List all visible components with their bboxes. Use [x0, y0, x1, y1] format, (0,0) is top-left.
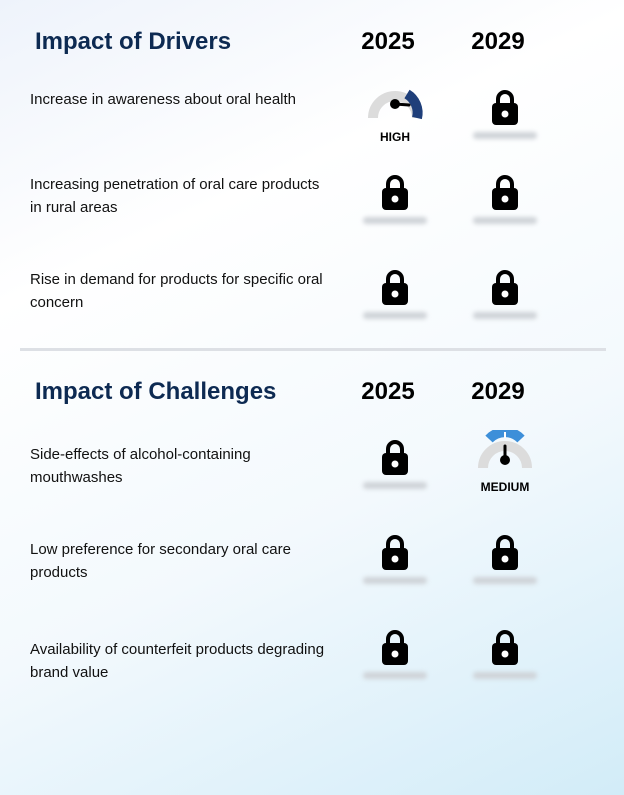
- challenge-2-2025-cell: [345, 533, 445, 603]
- blurred-value: [363, 672, 427, 679]
- gauge-level-label: HIGH: [380, 130, 410, 144]
- gauge-icon: [368, 89, 423, 120]
- blurred-value: [473, 217, 537, 224]
- blurred-value: [473, 132, 537, 139]
- gauge-icon: [478, 430, 532, 469]
- blurred-value: [363, 482, 427, 489]
- driver-3-2025-cell: [345, 268, 445, 338]
- driver-label-1: Increase in awareness about oral health: [30, 91, 297, 108]
- lock-icon: [492, 90, 518, 125]
- driver-label-2: Increasing penetration of oral care prod…: [30, 176, 320, 216]
- challenge-1-2025-cell: [345, 438, 445, 508]
- driver-2-2025-cell: [345, 173, 445, 243]
- lock-icon: [492, 535, 518, 570]
- lock-icon: [382, 440, 408, 475]
- challenge-label-1: Side-effects of alcohol-containing mouth…: [30, 446, 251, 486]
- blurred-value: [473, 312, 537, 319]
- driver-label-3: Rise in demand for products for specific…: [30, 271, 323, 311]
- challenge-2-2029-cell: [455, 533, 555, 603]
- lock-icon: [382, 175, 408, 210]
- blurred-value: [363, 312, 427, 319]
- driver-1-2029-cell: [455, 88, 555, 158]
- challenges-year-2025: 2025: [361, 378, 415, 405]
- challenges-heading: Impact of Challenges: [35, 378, 277, 405]
- lock-icon: [382, 630, 408, 665]
- challenge-label-2: Low preference for secondary oral care p…: [30, 541, 291, 581]
- blurred-value: [363, 577, 427, 584]
- gauge-level-label: MEDIUM: [480, 480, 530, 494]
- challenge-3-2029-cell: [455, 628, 555, 698]
- challenges-year-2029: 2029: [471, 378, 525, 405]
- drivers-year-2029: 2029: [471, 28, 525, 55]
- blurred-value: [473, 672, 537, 679]
- driver-3-2029-cell: [455, 268, 555, 338]
- lock-icon: [382, 270, 408, 305]
- drivers-year-2025: 2025: [361, 28, 415, 55]
- section-divider: [20, 348, 606, 351]
- lock-icon: [492, 630, 518, 665]
- blurred-value: [363, 217, 427, 224]
- driver-1-2025-cell: HIGH: [345, 86, 445, 156]
- challenge-label-3: Availability of counterfeit products deg…: [30, 641, 325, 681]
- driver-2-2029-cell: [455, 173, 555, 243]
- blurred-value: [473, 577, 537, 584]
- lock-icon: [492, 175, 518, 210]
- drivers-heading: Impact of Drivers: [35, 28, 232, 55]
- lock-icon: [382, 535, 408, 570]
- challenge-1-2029-cell: MEDIUM: [455, 430, 555, 506]
- challenge-3-2025-cell: [345, 628, 445, 698]
- lock-icon: [492, 270, 518, 305]
